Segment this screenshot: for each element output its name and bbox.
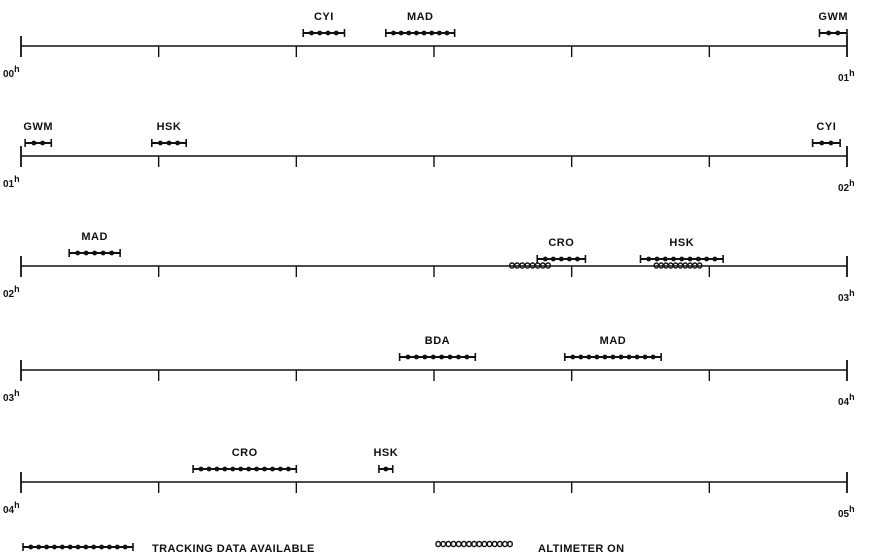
hour-end-label: 04h xyxy=(838,392,855,408)
hour-start-unit: h xyxy=(14,64,20,74)
legend-tracking-symbol xyxy=(22,543,134,551)
legend-tracking-label: TRACKING DATA AVAILABLE xyxy=(152,543,315,555)
hour-start-unit: h xyxy=(14,174,20,184)
hour-start-unit: h xyxy=(14,500,20,510)
hour-end-unit: h xyxy=(849,68,855,78)
hour-end-unit: h xyxy=(849,392,855,402)
tracking-pass-bar xyxy=(378,465,394,473)
hour-end-label: 02h xyxy=(838,178,855,194)
station-label: BDA xyxy=(425,335,450,347)
timeline-row: 00h 01h CYI MAD GWM xyxy=(3,11,855,84)
station-label: MAD xyxy=(600,335,627,347)
hour-end-label: 01h xyxy=(838,68,855,84)
hour-start-label: 04h xyxy=(3,500,20,516)
station-label: CRO xyxy=(548,237,574,249)
station-label: CYI xyxy=(314,11,334,23)
timeline-row: 04h 05h CRO HSK xyxy=(3,447,855,520)
tracking-pass-bar xyxy=(398,353,477,361)
tracking-pass-bar xyxy=(811,139,841,147)
timeline-row: 03h 04h BDA MAD xyxy=(3,335,855,408)
tracking-pass-bar xyxy=(150,139,187,147)
station-label: GWM xyxy=(818,11,848,23)
tracking-pass-bar xyxy=(385,29,456,37)
legend-altimeter-label: ALTIMETER ON xyxy=(538,543,624,555)
timeline-row: 01h 02h GWM HSK CYI xyxy=(3,121,855,194)
hour-end-unit: h xyxy=(849,288,855,298)
hour-start-label: 01h xyxy=(3,174,20,190)
altimeter-on-bar xyxy=(653,262,703,269)
hour-start-unit: h xyxy=(14,388,20,398)
station-label: HSK xyxy=(669,237,694,249)
station-label: MAD xyxy=(407,11,434,23)
legend: TRACKING DATA AVAILABLE ALTIMETER ON xyxy=(22,540,624,555)
tracking-pass-bar xyxy=(818,29,848,37)
station-label: HSK xyxy=(373,447,398,459)
tracking-pass-bar xyxy=(639,255,724,263)
station-label: CRO xyxy=(232,447,258,459)
hour-start-label: 03h xyxy=(3,388,20,404)
hour-end-label: 05h xyxy=(838,504,855,520)
timeline-row: 02h 03h MAD CRO HSK xyxy=(3,231,855,304)
tracking-pass-bar xyxy=(563,353,662,361)
timeline-rows: 00h 01h CYI MAD GWM 01h 02h GWM HSK CYI 02h 03h MAD C… xyxy=(3,11,855,520)
hour-start-label: 02h xyxy=(3,284,20,300)
tracking-pass-bar xyxy=(302,29,346,37)
legend-altimeter-bar xyxy=(435,540,513,548)
tracking-pass-bar xyxy=(536,255,587,263)
tracking-pass-bar xyxy=(68,249,121,257)
tracking-pass-bar xyxy=(192,465,298,473)
hour-start-label: 00h xyxy=(3,64,20,80)
hour-start-unit: h xyxy=(14,284,20,294)
station-label: GWM xyxy=(23,121,53,133)
tracking-pass-bar xyxy=(24,139,53,147)
legend-altimeter-symbol xyxy=(435,540,513,548)
hour-end-label: 03h xyxy=(838,288,855,304)
station-label: HSK xyxy=(157,121,182,133)
hour-end-unit: h xyxy=(849,178,855,188)
station-label: MAD xyxy=(81,231,108,243)
hour-end-unit: h xyxy=(849,504,855,514)
station-label: CYI xyxy=(816,121,836,133)
altimeter-on-bar xyxy=(509,262,551,269)
legend-tracking-bar xyxy=(22,543,134,551)
